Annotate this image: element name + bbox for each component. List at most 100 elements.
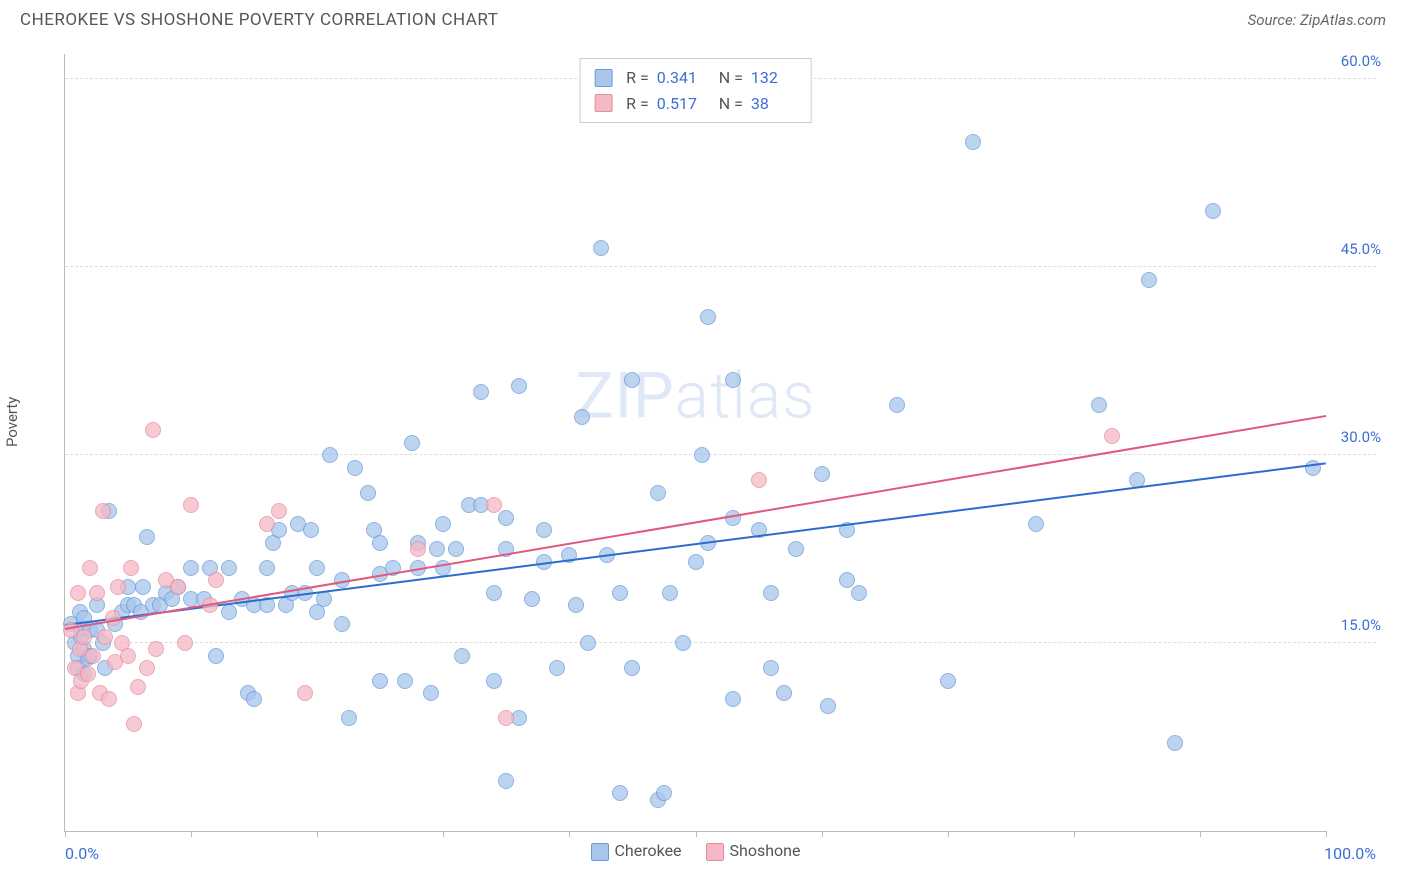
legend-swatch <box>591 843 609 861</box>
scatter-point <box>751 472 767 488</box>
x-tick <box>317 831 318 837</box>
scatter-point <box>650 485 666 501</box>
scatter-point <box>145 422 161 438</box>
scatter-point <box>568 597 584 613</box>
legend-row: R = 0.341 N = 132 <box>594 65 797 91</box>
scatter-point <box>776 685 792 701</box>
source-label: Source: ZipAtlas.com <box>1248 11 1386 29</box>
legend-swatch <box>594 94 612 112</box>
scatter-point <box>524 591 540 607</box>
scatter-point <box>221 560 237 576</box>
scatter-point <box>303 522 319 538</box>
scatter-point <box>788 541 804 557</box>
scatter-point <box>246 691 262 707</box>
scatter-point <box>486 673 502 689</box>
scatter-point <box>725 691 741 707</box>
legend-swatch <box>594 69 612 87</box>
scatter-point <box>1167 735 1183 751</box>
legend-r-value: 0.517 <box>657 91 703 117</box>
scatter-point <box>1305 460 1321 476</box>
scatter-point <box>334 616 350 632</box>
x-axis-min-label: 0.0% <box>65 844 99 863</box>
scatter-point <box>126 716 142 732</box>
scatter-point <box>183 497 199 513</box>
scatter-point <box>662 585 678 601</box>
x-tick <box>443 831 444 837</box>
x-tick <box>696 831 697 837</box>
scatter-point <box>1141 272 1157 288</box>
scatter-point <box>208 648 224 664</box>
scatter-point <box>82 560 98 576</box>
scatter-point <box>183 560 199 576</box>
scatter-point <box>347 460 363 476</box>
scatter-point <box>404 435 420 451</box>
scatter-point <box>170 579 186 595</box>
scatter-point <box>1028 516 1044 532</box>
y-tick-label: 45.0% <box>1341 240 1381 258</box>
series-legend-item: Shoshone <box>706 841 801 861</box>
scatter-point <box>410 541 426 557</box>
gridline <box>65 266 1376 267</box>
scatter-point <box>139 660 155 676</box>
x-tick <box>1074 831 1075 837</box>
scatter-point <box>97 629 113 645</box>
scatter-point <box>763 660 779 676</box>
legend-n-value: 132 <box>751 65 797 91</box>
legend-n-value: 38 <box>751 91 797 117</box>
x-tick <box>822 831 823 837</box>
scatter-point <box>429 541 445 557</box>
series-legend-item: Cherokee <box>591 841 682 861</box>
scatter-point <box>423 685 439 701</box>
legend-r-label: R = <box>626 65 649 91</box>
scatter-point <box>70 585 86 601</box>
scatter-point <box>139 529 155 545</box>
scatter-point <box>259 516 275 532</box>
y-tick-label: 15.0% <box>1341 616 1381 634</box>
chart-title: CHEROKEE VS SHOSHONE POVERTY CORRELATION… <box>20 10 498 30</box>
scatter-point <box>675 635 691 651</box>
y-axis-label: Poverty <box>3 397 21 447</box>
scatter-point <box>763 585 779 601</box>
scatter-point <box>177 635 193 651</box>
correlation-legend: R = 0.341 N = 132R = 0.517 N = 38 <box>579 58 812 123</box>
scatter-point <box>76 629 92 645</box>
x-tick <box>948 831 949 837</box>
scatter-point <box>624 660 640 676</box>
trendline <box>65 463 1326 627</box>
scatter-point <box>624 372 640 388</box>
scatter-point <box>80 666 96 682</box>
scatter-point <box>130 679 146 695</box>
scatter-point <box>1091 397 1107 413</box>
x-tick <box>569 831 570 837</box>
x-tick <box>65 831 66 837</box>
gridline <box>65 454 1376 455</box>
scatter-point <box>889 397 905 413</box>
scatter-point <box>95 503 111 519</box>
scatter-point <box>486 585 502 601</box>
scatter-point <box>688 554 704 570</box>
scatter-point <box>360 485 376 501</box>
scatter-point <box>511 378 527 394</box>
scatter-point <box>435 516 451 532</box>
scatter-point <box>536 522 552 538</box>
x-tick <box>191 831 192 837</box>
scatter-point <box>341 710 357 726</box>
legend-n-label: N = <box>711 91 743 117</box>
scatter-point <box>1104 428 1120 444</box>
scatter-point <box>498 773 514 789</box>
scatter-point <box>120 648 136 664</box>
y-tick-label: 30.0% <box>1341 428 1381 446</box>
scatter-point <box>580 635 596 651</box>
scatter-point <box>473 384 489 400</box>
scatter-point <box>656 785 672 801</box>
scatter-point <box>612 785 628 801</box>
legend-swatch <box>706 843 724 861</box>
scatter-point <box>814 466 830 482</box>
scatter-point <box>123 560 139 576</box>
chart-container: Poverty ZIPatlas R = 0.341 N = 132R = 0.… <box>20 44 1386 872</box>
scatter-point <box>110 579 126 595</box>
scatter-point <box>700 309 716 325</box>
scatter-point <box>372 673 388 689</box>
x-axis-max-label: 100.0% <box>1324 844 1376 863</box>
trendline <box>65 415 1326 630</box>
